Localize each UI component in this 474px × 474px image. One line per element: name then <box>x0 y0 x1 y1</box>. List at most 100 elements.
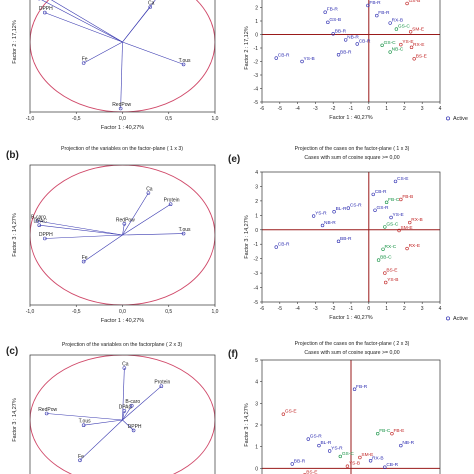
x-tick-label: 1 <box>385 306 388 312</box>
case-point <box>274 245 278 249</box>
case-label: SM-E <box>361 452 373 458</box>
case-point <box>405 1 409 6</box>
x-tick-label: -5 <box>278 306 283 312</box>
vector-arrow <box>122 385 162 421</box>
case-label: RX-B <box>372 455 383 461</box>
vector-arrow <box>79 419 123 461</box>
chart-title: Projection of the cases on the factor-pl… <box>295 146 410 152</box>
x-tick-label: 1,0 <box>212 116 219 122</box>
x-axis-label: Factor 1 : 40,27% <box>101 318 145 324</box>
vector-point <box>42 10 47 15</box>
y-tick-label: 4 <box>255 380 258 386</box>
case-point <box>408 220 412 225</box>
vector-label: Protein <box>164 198 180 204</box>
vector-arrow <box>46 413 123 421</box>
y-tick-label: -1 <box>254 242 259 248</box>
case-label: FB-C <box>388 197 400 203</box>
x-tick-label: 2 <box>403 306 406 312</box>
case-point <box>380 43 384 47</box>
panel-label: (b) <box>6 150 19 161</box>
case-point <box>399 197 403 202</box>
y-tick-label: -2 <box>254 257 259 263</box>
case-point <box>399 443 403 448</box>
case-point <box>412 57 416 61</box>
vector-point <box>148 5 153 9</box>
vector-arrow <box>50 0 123 43</box>
case-label: RX-E <box>413 42 424 48</box>
vector-label: B-caro <box>31 215 46 221</box>
vector-label: B-caro <box>125 399 140 405</box>
vector-arrow <box>44 234 123 239</box>
case-point <box>397 228 401 233</box>
case-label: NB-R <box>347 34 359 40</box>
case-label: YS-B <box>349 461 360 467</box>
case-label: NB-R <box>402 440 414 446</box>
case-label: RX-E <box>409 243 420 249</box>
plot-area-d: GS-BFB-RFB-RFB-RGS-B RX-BGS-CSM-EBB-RNB-R… <box>262 0 440 102</box>
case-label: NB-R <box>324 220 336 226</box>
vector-arrow <box>41 0 123 43</box>
vector-point <box>44 411 49 416</box>
panel-label: (f) <box>228 349 238 360</box>
case-label: GS-C <box>342 451 355 457</box>
case-point <box>375 13 379 18</box>
vector-label: T.ous <box>179 58 191 64</box>
case-label: GS-C <box>386 221 399 227</box>
vector-arrow <box>122 419 134 431</box>
y-axis-label: Factor 3 : 14,27% <box>12 398 18 442</box>
case-label: YS-B <box>387 277 398 283</box>
vector-point <box>122 222 127 226</box>
x-tick-label: -1,0 <box>26 116 35 122</box>
case-label: YS-E <box>393 212 404 218</box>
x-tick-label: 2 <box>403 106 406 112</box>
x-tick-label: -0,5 <box>72 116 81 122</box>
y-tick-label: 4 <box>255 170 258 176</box>
legend-label: Active <box>453 116 468 122</box>
case-point <box>326 20 330 25</box>
vector-label: T.ous <box>179 227 191 233</box>
case-label: BL-R <box>336 206 347 212</box>
case-label: NB-C <box>392 47 404 53</box>
x-tick-label: 0,5 <box>165 116 172 122</box>
case-label: CB-R <box>375 189 387 195</box>
case-label: GS-E <box>285 409 297 415</box>
vector-point <box>78 458 82 463</box>
vector-arrow <box>120 41 123 109</box>
case-label: RX-B <box>411 217 422 223</box>
vector-label: RedPow <box>112 102 131 108</box>
case-label: SM-E <box>412 26 424 32</box>
vector-label: Ca <box>122 362 129 368</box>
panel-e: CS-ECB-RFB-CFB-BCS-RBL-R GS-RYS-R YS-ERX-B… <box>228 146 468 322</box>
case-point <box>336 53 341 57</box>
case-point <box>373 208 377 212</box>
case-label: GS-R <box>310 434 323 440</box>
case-point <box>389 215 393 220</box>
y-tick-label: 0 <box>255 466 258 472</box>
x-tick-label: 0,0 <box>119 309 126 315</box>
y-tick-label: 0 <box>255 33 258 39</box>
y-tick-label: -5 <box>254 100 259 106</box>
case-point <box>346 206 351 210</box>
case-point <box>355 42 359 46</box>
panel-f: FB-R GS-E FB-C FB-E GS-RBL-R NB-R YS-RGS-C SM-E… <box>228 341 441 474</box>
vector-label: Fe <box>82 57 88 63</box>
case-point <box>409 45 414 50</box>
x-tick-label: -6 <box>260 106 265 112</box>
vector-point <box>81 423 86 428</box>
case-point <box>345 464 350 468</box>
case-label: BB-R <box>340 236 352 242</box>
y-tick-label: 5 <box>255 358 258 364</box>
case-point <box>303 473 307 474</box>
case-point <box>332 210 336 214</box>
vector-arrow <box>122 405 133 421</box>
case-label: CS-E <box>397 176 408 182</box>
plot-area-e: CS-ECB-RFB-CFB-BCS-RBL-R GS-RYS-R YS-ERX-B… <box>262 172 440 302</box>
case-point <box>405 246 409 251</box>
vector-label: T.ous <box>79 419 91 425</box>
x-tick-label: 4 <box>439 106 442 112</box>
y-tick-label: -5 <box>254 300 259 306</box>
vector-arrow <box>122 233 184 236</box>
